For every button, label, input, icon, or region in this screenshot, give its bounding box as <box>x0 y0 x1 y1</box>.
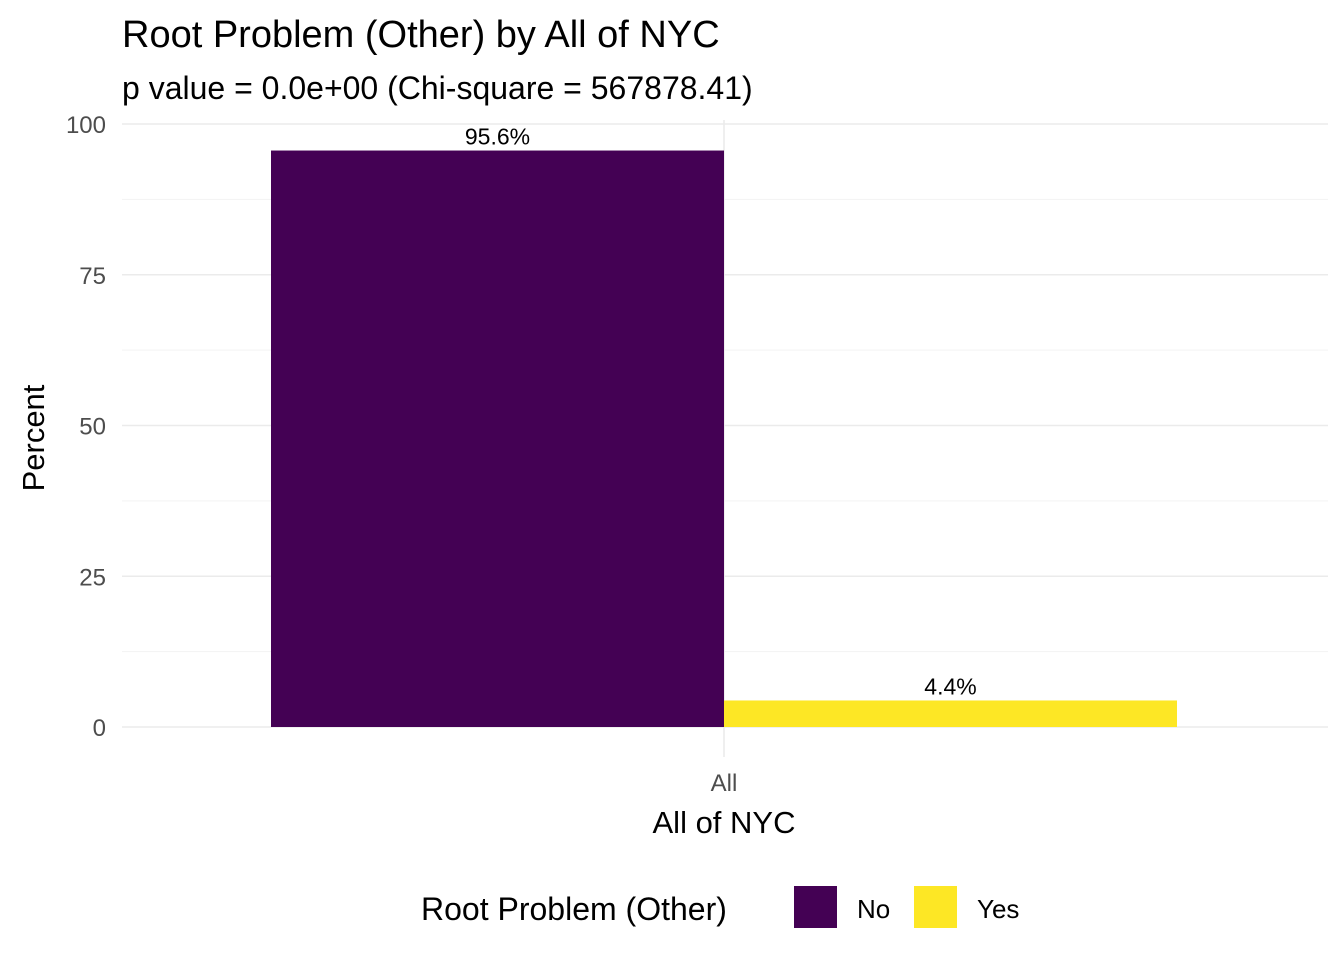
x-axis-ticks: All <box>711 770 738 797</box>
data-label-no: 95.6% <box>465 124 530 150</box>
y-tick-label: 100 <box>66 112 106 139</box>
y-axis-title: Percent <box>16 384 51 491</box>
bar-no <box>271 150 724 728</box>
chart-title: Root Problem (Other) by All of NYC <box>122 14 720 56</box>
y-tick-label: 25 <box>79 564 106 591</box>
y-tick-label: 75 <box>79 263 106 290</box>
legend-title: Root Problem (Other) <box>421 891 727 927</box>
legend: Root Problem (Other) No Yes <box>421 886 1019 928</box>
bars <box>271 150 1177 728</box>
x-tick-label: All <box>711 770 738 797</box>
legend-key-yes <box>914 886 957 928</box>
bar-yes <box>724 700 1177 727</box>
legend-key-no <box>794 886 837 928</box>
y-tick-label: 0 <box>93 715 106 742</box>
data-label-yes: 4.4% <box>924 673 976 699</box>
chart-subtitle: p value = 0.0e+00 (Chi-square = 567878.4… <box>122 70 753 106</box>
legend-label-no: No <box>857 894 890 924</box>
legend-label-yes: Yes <box>977 894 1019 924</box>
y-axis-ticks: 0 25 50 75 100 <box>66 112 106 742</box>
data-labels: 95.6% 4.4% <box>465 124 977 700</box>
x-axis-title: All of NYC <box>653 805 796 840</box>
y-tick-label: 50 <box>79 414 106 441</box>
